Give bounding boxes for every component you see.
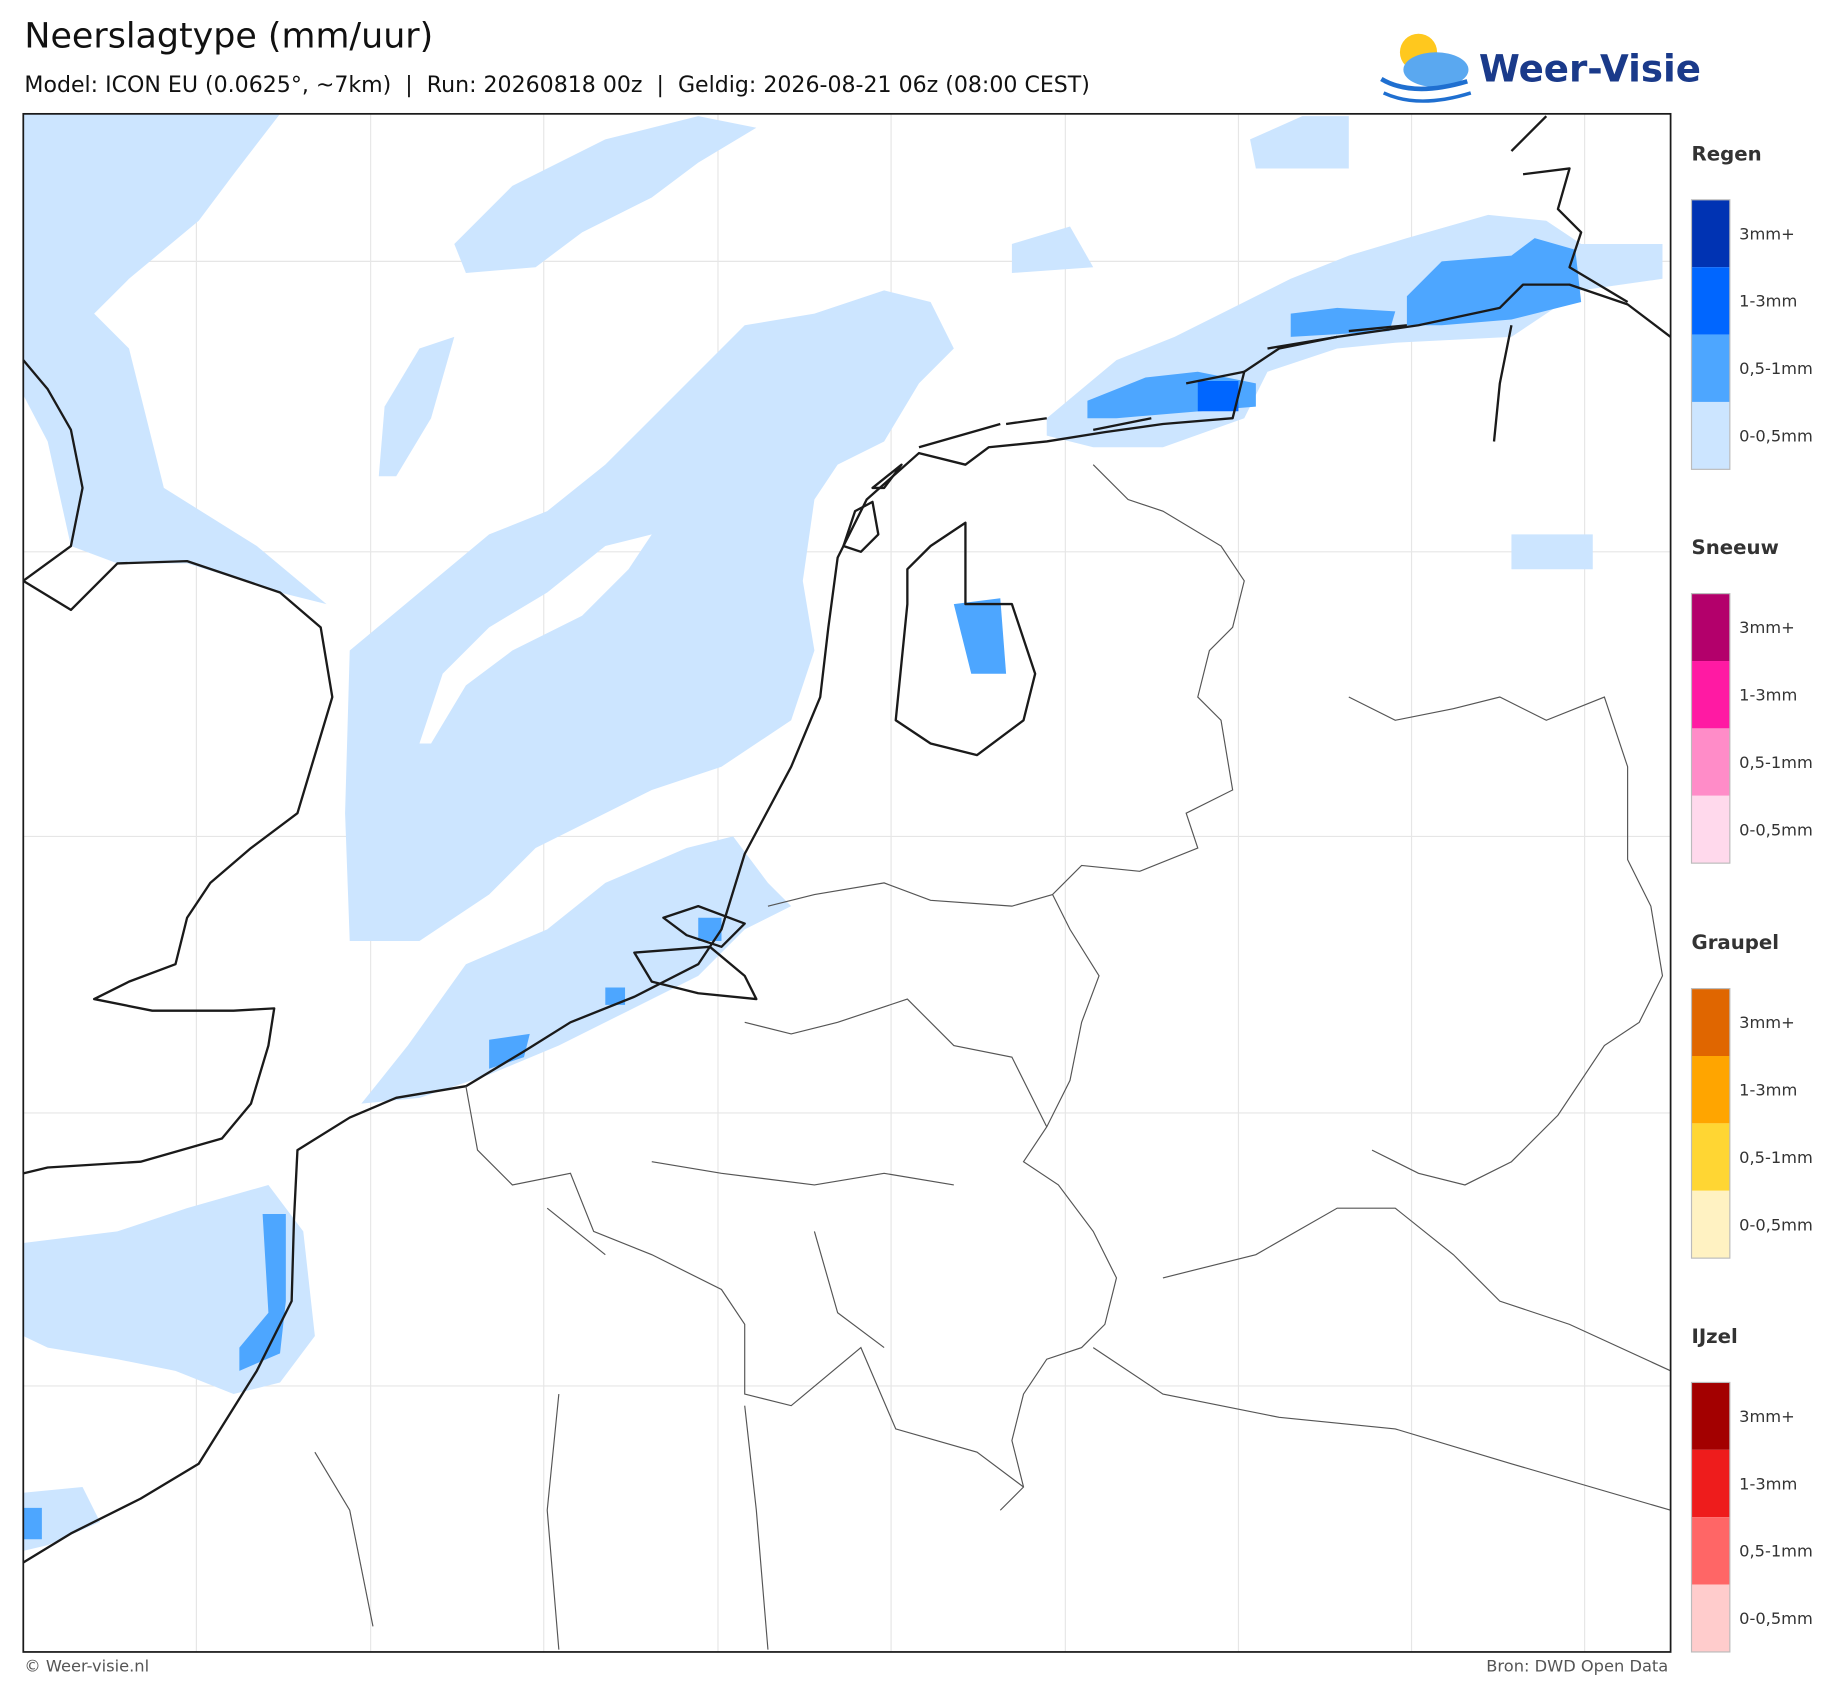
legend-label: 1-3mm [1739, 292, 1797, 311]
legend-swatch [1691, 1055, 1730, 1124]
legend-swatch-frame [1690, 988, 1731, 1259]
logo: Weer-Visie [1380, 33, 1701, 103]
legend-label: 0,5-1mm [1739, 359, 1813, 378]
legend-swatch-frame [1690, 593, 1731, 864]
legend-label: 3mm+ [1739, 1013, 1795, 1032]
legend-swatch [1691, 728, 1730, 796]
coastlines [22, 115, 1672, 1564]
legend-swatch [1691, 1449, 1730, 1518]
legend-swatch [1691, 1123, 1730, 1191]
legend-label: 1-3mm [1739, 1474, 1797, 1493]
legend-swatch [1691, 1382, 1730, 1450]
precipitation-heavy [1197, 381, 1239, 412]
legend-swatch [1691, 1517, 1730, 1585]
legend-title: Graupel [1692, 931, 1780, 954]
legend-swatch [1691, 1584, 1730, 1652]
legend-swatch [1691, 593, 1730, 662]
footer-credit: © Weer-visie.nl [24, 1657, 149, 1676]
legend-swatch [1691, 795, 1730, 864]
legend-swatch [1691, 199, 1730, 268]
legend-label: 0-0,5mm [1739, 426, 1813, 445]
legend-title: IJzel [1692, 1325, 1738, 1348]
subtitle: Model: ICON EU (0.0625°, ~7km) | Run: 20… [24, 73, 1089, 98]
legend: Regen 3mm+ 1-3mm 0,5-1mm 0-0,5mm Sneeuw 3mm+ 1-… [1690, 142, 1813, 1653]
legend-swatch [1691, 661, 1730, 729]
map [22, 112, 1672, 1653]
legend-label: 1-3mm [1739, 1080, 1797, 1099]
legend-swatch [1691, 1190, 1730, 1259]
legend-label: 0-0,5mm [1739, 1609, 1813, 1628]
footer-source: Bron: DWD Open Data [1486, 1657, 1668, 1676]
legend-label: 3mm+ [1739, 618, 1795, 637]
logo-text: Weer-Visie [1479, 46, 1701, 90]
legend-swatch-frame [1690, 199, 1731, 470]
legend-label: 1-3mm [1739, 686, 1797, 705]
precipitation-moderate [23, 238, 1582, 1540]
legend-label: 0,5-1mm [1739, 1542, 1813, 1561]
legend-label: 3mm+ [1739, 1407, 1795, 1426]
legend-swatch [1691, 988, 1730, 1056]
legend-swatch [1691, 401, 1730, 470]
legend-label: 3mm+ [1739, 224, 1795, 243]
legend-swatch [1691, 334, 1730, 402]
borders [314, 464, 1671, 1650]
legend-label: 0,5-1mm [1739, 1148, 1813, 1167]
legend-label: 0,5-1mm [1739, 753, 1813, 772]
map-frame [22, 112, 1672, 1653]
legend-title: Sneeuw [1692, 536, 1779, 559]
legend-swatch-frame [1690, 1381, 1731, 1653]
legend-swatch [1691, 267, 1730, 335]
title: Neerslagtype (mm/uur) [24, 17, 433, 57]
legend-title: Regen [1692, 142, 1762, 165]
legend-label: 0-0,5mm [1739, 820, 1813, 839]
legend-label: 0-0,5mm [1739, 1215, 1813, 1234]
